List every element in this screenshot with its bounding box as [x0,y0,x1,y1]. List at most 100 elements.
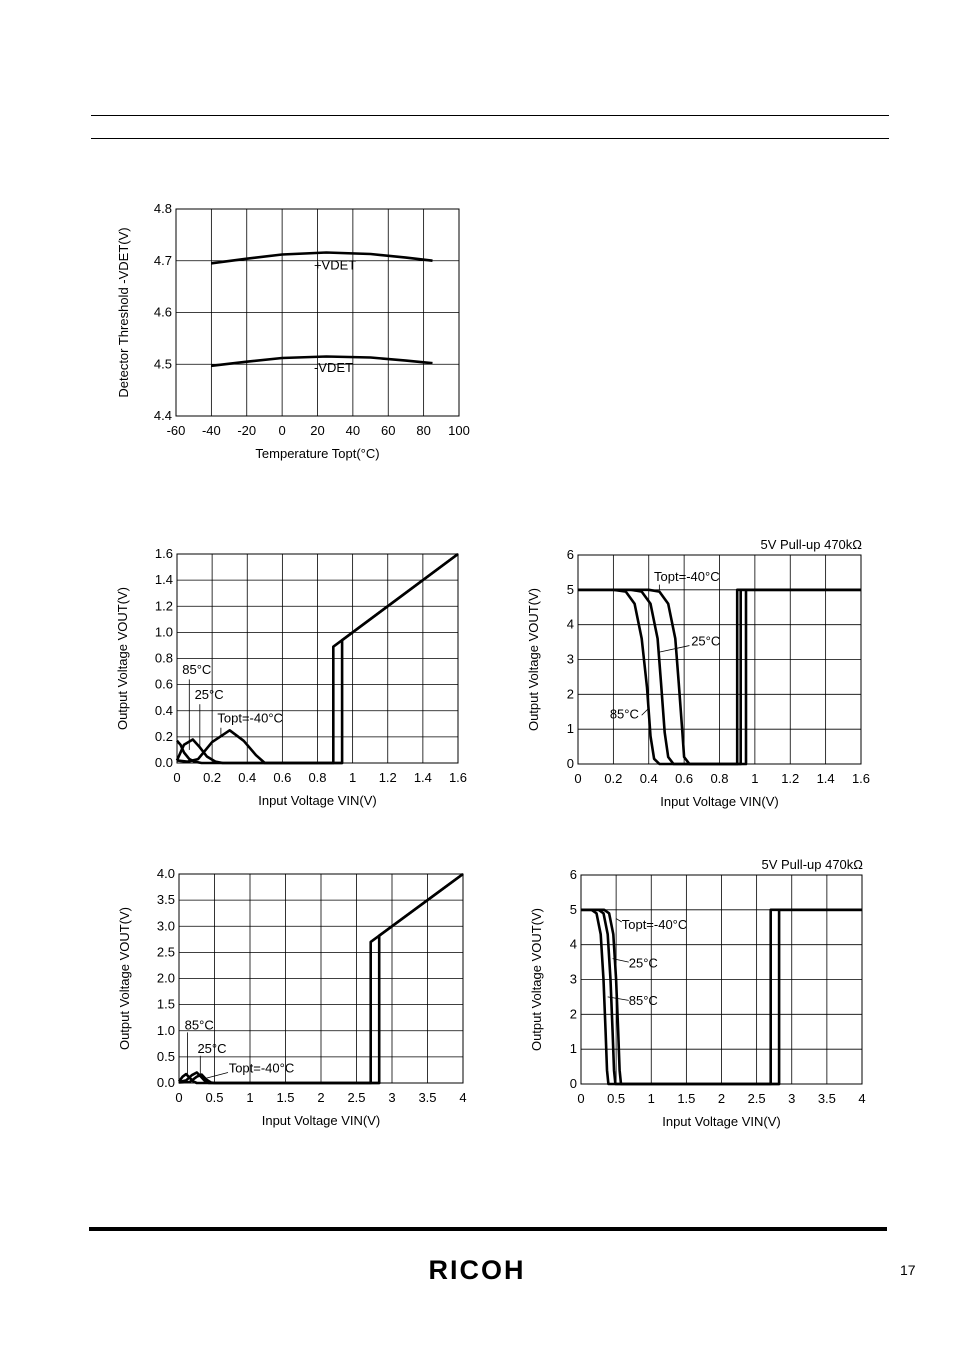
x-tick-label: 4 [459,1090,466,1105]
x-tick-label: 0 [173,770,180,785]
y-tick-label: 0 [570,1076,577,1091]
y-tick-label: 4 [570,937,577,952]
x-axis-label: Input Voltage VIN(V) [258,793,377,808]
series-line [177,872,464,1085]
annotation-label: Topt=-40°C [217,711,283,726]
x-tick-label: 3 [788,1091,795,1106]
chart-2: 0 0.2 0.4 0.6 0.8 1 1.2 1.4 1.6 0.0 0.2 0.4 0.6 0.8 1.… [115,546,467,808]
x-tick-label: 0.5 [205,1090,223,1105]
y-tick-label: 1.0 [155,624,173,639]
x-tick-label: 0.5 [607,1091,625,1106]
y-axis-label: Output Voltage VOUT(V) [529,908,544,1051]
annotation-label: +VDET [314,258,356,273]
y-tick-label: 1 [570,1041,577,1056]
y-tick-label: 1.2 [155,598,173,613]
annotation-label: Topt=-40°C [229,1061,295,1076]
y-tick-label: 3.0 [157,918,175,933]
y-tick-label: 4.7 [154,253,172,268]
x-tick-label: 1 [246,1090,253,1105]
header-rule-bottom [91,138,889,139]
y-tick-label: 1.5 [157,997,175,1012]
x-tick-label: 1 [751,771,758,786]
y-tick-label: 2.0 [157,971,175,986]
x-tick-label: 1 [648,1091,655,1106]
chart-4: 0 0.5 1 1.5 2 2.5 3 3.5 4 0.0 0.5 1.0 1.5 2.0 2.5 3.0 3.… [117,866,467,1128]
x-tick-label: 1.5 [276,1090,294,1105]
chart-title: 5V Pull-up 470kΩ [761,537,863,552]
x-tick-label: 0.8 [308,770,326,785]
y-tick-label: 2 [567,686,574,701]
annotation-label: 25°C [197,1041,226,1056]
y-tick-label: 4.5 [154,356,172,371]
y-tick-label: 0.2 [155,729,173,744]
series-line [211,251,433,265]
x-tick-label: 1.2 [379,770,397,785]
x-tick-label: 0.8 [710,771,728,786]
annotation-leader [612,958,629,963]
series-line [581,908,862,1086]
y-tick-label: 3 [567,652,574,667]
x-tick-label: 2 [718,1091,725,1106]
x-tick-label: 1.6 [852,771,870,786]
x-tick-label: 1.4 [817,771,835,786]
y-tick-label: 4 [567,617,574,632]
y-tick-label: 0.0 [155,755,173,770]
x-tick-label: 1.4 [414,770,432,785]
series-line [578,588,861,766]
series-line [178,872,464,1085]
y-tick-label: 2.5 [157,944,175,959]
chart-3: 0 0.2 0.4 0.6 0.8 1 1.2 1.4 1.6 0 1 2 3 4 5 6 Input Volt… [526,537,870,809]
x-axis-label: Temperature Topt(°C) [255,446,379,461]
x-tick-label: 0.2 [604,771,622,786]
y-tick-label: 2 [570,1006,577,1021]
y-tick-label: 0.8 [155,651,173,666]
annotation-leader [657,645,690,653]
annotation-label: Topt=-40°C [654,569,720,584]
y-axis-label: Detector Threshold -VDET(V) [116,227,131,397]
x-tick-label: 1.5 [677,1091,695,1106]
x-tick-label: 0 [175,1090,182,1105]
x-tick-label: 0 [279,423,286,438]
x-tick-label: 0 [577,1091,584,1106]
x-tick-label: 0.4 [238,770,256,785]
x-tick-label: 0.2 [203,770,221,785]
header-rule-top [91,115,889,116]
page-number: 17 [900,1262,916,1278]
annotation-label: 85°C [185,1018,214,1033]
x-tick-label: 0.4 [640,771,658,786]
x-tick-label: 1.6 [449,770,467,785]
annotation-label: 25°C [195,687,224,702]
x-tick-label: 1.2 [781,771,799,786]
x-tick-label: 0 [574,771,581,786]
x-tick-label: 3 [388,1090,395,1105]
y-tick-label: 0.5 [157,1049,175,1064]
x-tick-label: -60 [167,423,186,438]
chart-5: 0 0.5 1 1.5 2 2.5 3 3.5 4 0 1 2 3 4 5 6 Input Voltage VI… [529,857,866,1129]
series-line [581,908,780,1086]
x-tick-label: 40 [346,423,360,438]
x-tick-label: 80 [416,423,430,438]
ricoh-logo: RICOH [428,1255,526,1285]
y-tick-label: 1.6 [155,546,173,561]
x-tick-label: 2.5 [748,1091,766,1106]
x-tick-label: 2.5 [347,1090,365,1105]
x-tick-label: -20 [237,423,256,438]
chart-title: 5V Pull-up 470kΩ [762,857,864,872]
y-axis-label: Output Voltage VOUT(V) [526,588,541,731]
y-axis-label: Output Voltage VOUT(V) [115,587,130,730]
series-line [175,552,459,765]
annotation-leader [205,1072,229,1079]
annotation-leader [615,918,622,923]
x-axis-label: Input Voltage VIN(V) [662,1114,781,1129]
x-axis-label: Input Voltage VIN(V) [262,1113,381,1128]
y-tick-label: 4.0 [157,866,175,881]
y-tick-label: 4.8 [154,201,172,216]
x-tick-label: 60 [381,423,395,438]
y-tick-label: 5 [570,902,577,917]
series-line [578,588,861,766]
annotation-label: 85°C [610,707,639,722]
x-axis-label: Input Voltage VIN(V) [660,794,779,809]
x-tick-label: 1 [349,770,356,785]
annotation-label: 85°C [182,662,211,677]
